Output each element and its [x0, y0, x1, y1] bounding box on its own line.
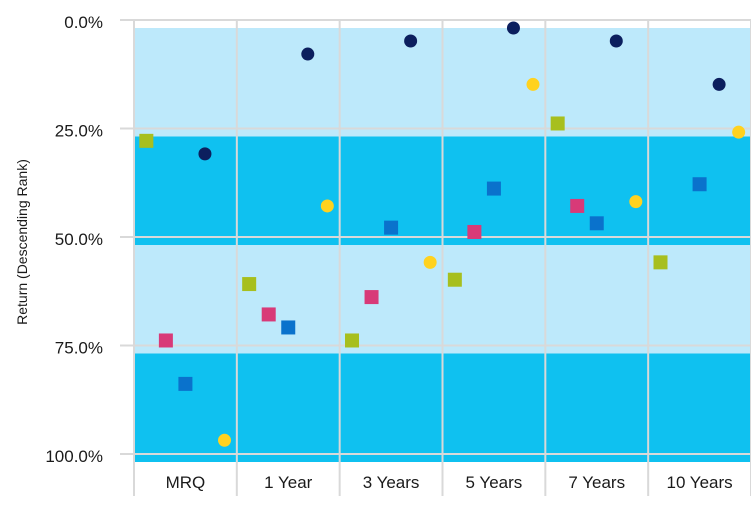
data-point-circle [609, 34, 623, 48]
x-axis-categories: MRQ 1 Year 3 Years 5 Years 7 Years 10 Years [166, 473, 733, 492]
data-point-square [447, 272, 462, 287]
y-tick-label: 50.0% [55, 230, 103, 249]
category-label: 10 Years [666, 473, 732, 492]
data-point-circle [301, 47, 315, 61]
y-tick-label: 100.0% [45, 447, 103, 466]
data-point-circle [320, 199, 334, 213]
data-point-square [486, 181, 501, 196]
data-points [139, 21, 746, 447]
data-point-circle [526, 77, 540, 91]
category-label: 3 Years [363, 473, 420, 492]
data-point-square [653, 255, 668, 270]
y-tick-label: 25.0% [55, 122, 103, 141]
data-point-square [570, 198, 585, 213]
data-point-square [467, 224, 482, 239]
data-point-square [589, 216, 604, 231]
data-point-square [178, 376, 193, 391]
data-point-square [261, 307, 276, 322]
category-label: 7 Years [568, 473, 625, 492]
data-point-square [139, 133, 154, 148]
data-point-circle [629, 195, 643, 209]
category-label: MRQ [166, 473, 206, 492]
data-point-circle [732, 125, 746, 139]
data-point-circle [712, 77, 726, 91]
data-point-circle [423, 255, 437, 269]
category-label: 5 Years [466, 473, 523, 492]
data-point-circle [404, 34, 418, 48]
data-point-square [384, 220, 399, 235]
grid-lines [120, 19, 751, 496]
y-tick-label: 0.0% [64, 13, 103, 32]
data-point-square [364, 290, 379, 305]
category-label: 1 Year [264, 473, 313, 492]
data-point-square [692, 177, 707, 192]
data-point-circle [217, 433, 231, 447]
y-axis-title: Return (Descending Rank) [14, 159, 30, 325]
y-tick-label: 75.0% [55, 339, 103, 358]
data-point-circle [506, 21, 520, 35]
y-axis-ticks: 0.0% 25.0% 50.0% 75.0% 100.0% [45, 13, 103, 466]
data-point-square [281, 320, 296, 335]
data-point-square [345, 333, 360, 348]
data-point-square [242, 277, 257, 292]
data-point-square [158, 333, 173, 348]
data-point-square [550, 116, 565, 131]
data-point-circle [198, 147, 212, 161]
